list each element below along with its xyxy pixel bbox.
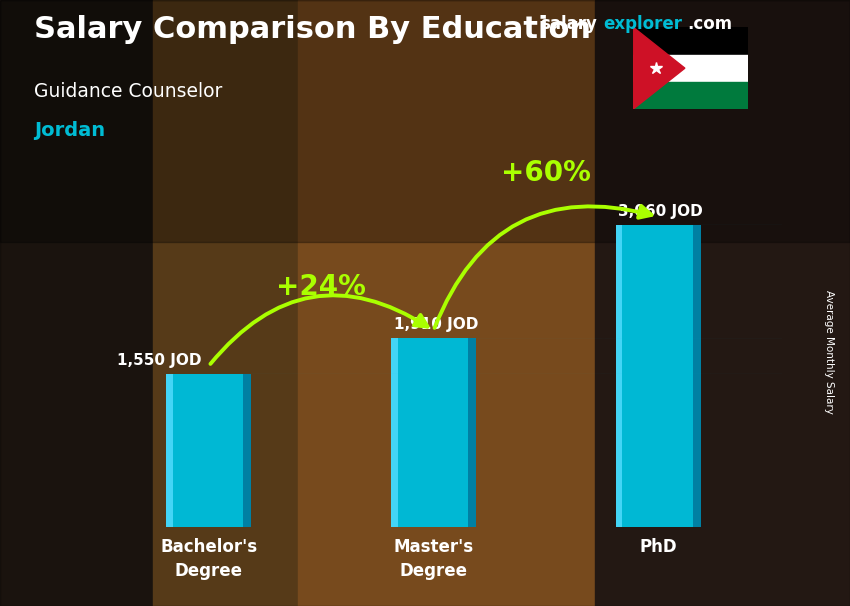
Polygon shape <box>633 27 685 109</box>
Bar <box>0 0 153 606</box>
Bar <box>468 338 476 527</box>
Bar <box>693 225 701 527</box>
Text: 3,060 JOD: 3,060 JOD <box>618 204 703 219</box>
Bar <box>633 55 748 82</box>
Text: .com: .com <box>687 15 732 33</box>
Bar <box>391 338 398 527</box>
Text: salary: salary <box>540 15 597 33</box>
Text: +24%: +24% <box>276 273 366 301</box>
Bar <box>391 338 476 527</box>
Text: explorer: explorer <box>604 15 683 33</box>
Text: 1,910 JOD: 1,910 JOD <box>394 318 478 333</box>
Text: Average Monthly Salary: Average Monthly Salary <box>824 290 834 413</box>
Bar <box>298 0 595 606</box>
Bar <box>633 27 748 55</box>
Bar <box>166 374 252 527</box>
Text: Jordan: Jordan <box>34 121 105 140</box>
Bar <box>166 374 173 527</box>
Bar <box>595 0 850 606</box>
Bar <box>615 225 622 527</box>
Text: 1,550 JOD: 1,550 JOD <box>117 353 201 368</box>
Polygon shape <box>166 373 850 374</box>
Bar <box>633 82 748 109</box>
Bar <box>615 225 701 527</box>
Text: Guidance Counselor: Guidance Counselor <box>34 82 223 101</box>
Polygon shape <box>615 224 850 225</box>
Text: Salary Comparison By Education: Salary Comparison By Education <box>34 15 591 44</box>
Bar <box>153 0 450 606</box>
Text: +60%: +60% <box>501 159 591 187</box>
Bar <box>0 0 850 242</box>
Bar <box>243 374 252 527</box>
